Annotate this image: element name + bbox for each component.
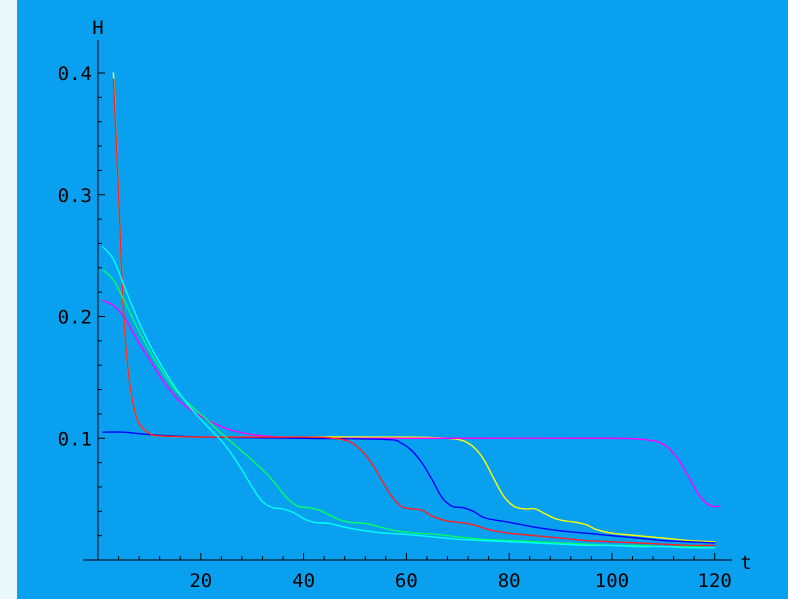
- series-line-3: [102, 431, 716, 544]
- x-tick-label: 120: [698, 570, 732, 592]
- y-tick-label: 0.1: [58, 428, 92, 450]
- x-tick-label: 60: [395, 570, 418, 592]
- series-layer: [102, 72, 721, 549]
- ticks-layer: 20 40 60 80 100 120 0.1 0.2 0.3 0.4: [58, 63, 732, 592]
- x-tick-label: 80: [498, 570, 521, 592]
- plot-background: [17, 0, 788, 599]
- x-tick-label: 40: [292, 570, 315, 592]
- series-line-4: [112, 78, 716, 547]
- y-tick-label: 0.4: [58, 63, 92, 85]
- series-line-6: [102, 246, 716, 549]
- x-tick-label: 100: [595, 570, 629, 592]
- series-line-5: [102, 269, 716, 549]
- y-tick-label: 0.3: [58, 185, 92, 207]
- x-tick-label: 20: [189, 570, 212, 592]
- y-tick-label: 0.2: [58, 307, 92, 329]
- y-axis-label: H: [92, 17, 103, 39]
- x-axis-label: t: [740, 552, 751, 574]
